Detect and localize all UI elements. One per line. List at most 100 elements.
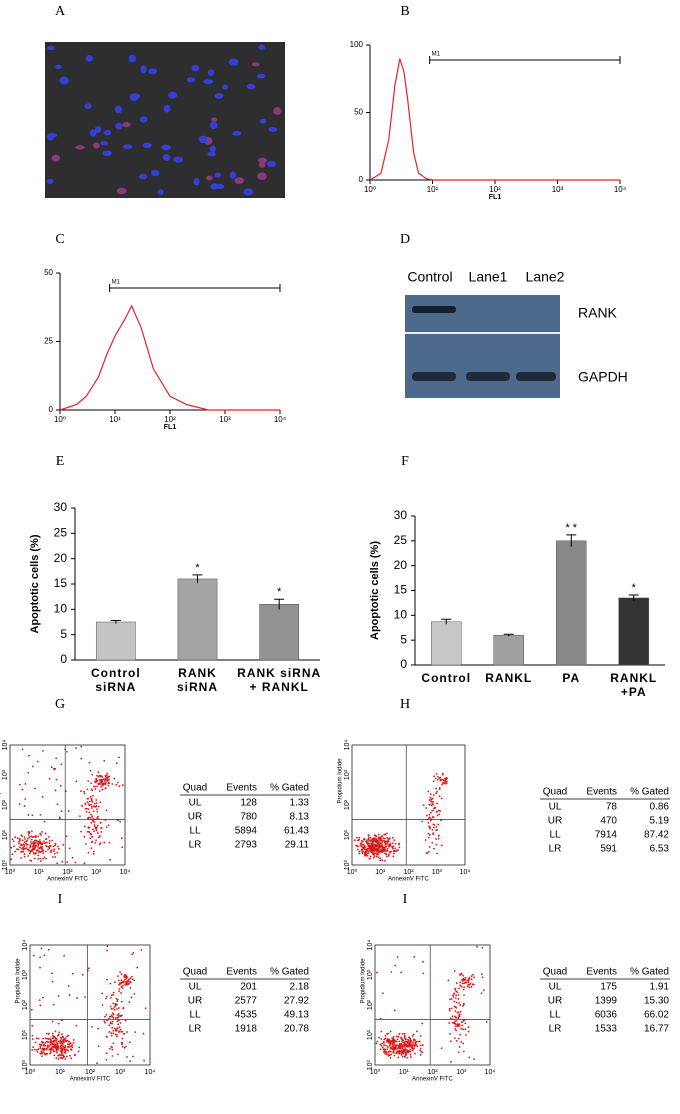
event-dot: [481, 946, 484, 949]
event-dot: [398, 1043, 401, 1045]
event-dot: [110, 1034, 113, 1037]
event-dot: [401, 1032, 404, 1035]
x-tick-label: 10⁰: [347, 868, 358, 876]
event-dot: [118, 990, 120, 992]
event-dot: [386, 840, 388, 843]
y-tick-label: 10¹: [2, 829, 9, 840]
event-dot: [373, 853, 375, 855]
event-dot: [71, 972, 74, 975]
event-dot: [104, 774, 107, 777]
table-cell: 128: [240, 798, 257, 809]
nucleus: [228, 58, 239, 66]
event-dot: [384, 1034, 387, 1037]
micrograph: [45, 42, 285, 198]
table-cell: 1.91: [650, 982, 670, 993]
table-cell: 4535: [235, 1010, 258, 1021]
y-tick-label: 20: [54, 551, 68, 565]
event-dot: [74, 861, 77, 864]
event-dot: [459, 1033, 461, 1036]
event-dot: [43, 954, 46, 957]
event-dot: [378, 850, 381, 853]
event-dot: [380, 839, 383, 842]
event-dot: [52, 1049, 55, 1052]
event-dot: [58, 816, 61, 819]
event-dot: [462, 988, 465, 991]
event-dot: [80, 757, 83, 760]
event-dot: [462, 1019, 465, 1022]
event-dot: [117, 819, 119, 822]
event-dot: [431, 809, 434, 812]
event-dot: [421, 1022, 424, 1025]
table-cell: 61.43: [284, 826, 309, 837]
nucleus: [46, 179, 54, 184]
event-dot: [37, 1037, 40, 1040]
event-dot: [391, 837, 394, 839]
event-dot: [456, 1025, 459, 1027]
event-dot: [88, 831, 91, 834]
event-dot: [395, 1040, 398, 1043]
event-dot: [120, 979, 123, 982]
event-dot: [54, 789, 57, 792]
table-cell: 6036: [595, 1010, 618, 1021]
event-dot: [115, 762, 118, 765]
panel-label: E: [56, 454, 65, 469]
table-header: % Gated: [630, 787, 669, 798]
event-dot: [48, 1045, 51, 1047]
event-dot: [65, 835, 68, 838]
event-dot: [87, 780, 90, 782]
nucleus: [93, 142, 100, 149]
event-dot: [104, 1015, 106, 1018]
event-dot: [103, 1020, 106, 1023]
event-dot: [73, 1053, 76, 1056]
event-dot: [89, 817, 91, 819]
event-dot: [468, 1056, 471, 1059]
nucleus: [234, 177, 245, 185]
event-dot: [99, 835, 101, 837]
y-tick-label: 10⁴: [22, 940, 29, 951]
event-dot: [373, 846, 376, 848]
event-dot: [56, 862, 59, 865]
event-dot: [45, 1052, 48, 1055]
event-dot: [53, 768, 56, 771]
event-dot: [387, 1039, 389, 1042]
error-bar: [441, 618, 452, 625]
event-dot: [68, 994, 71, 996]
nucleus: [222, 84, 229, 90]
event-dot: [381, 835, 384, 838]
event-dot: [96, 817, 98, 819]
nucleus: [163, 104, 171, 113]
event-dot: [95, 826, 98, 829]
event-dot: [62, 1055, 65, 1057]
event-dot: [450, 1060, 452, 1063]
x-tick-label: RANK siRNA + RANKL: [237, 666, 321, 694]
event-dot: [83, 825, 86, 828]
event-dot: [101, 783, 104, 786]
event-dot: [64, 1037, 67, 1040]
event-dot: [358, 836, 361, 839]
event-dot: [392, 1036, 395, 1038]
event-dot: [371, 846, 374, 849]
marker-bracket: [109, 284, 281, 292]
event-dot: [21, 788, 24, 791]
event-dot: [31, 1034, 34, 1037]
event-dot: [32, 954, 35, 957]
event-dot: [45, 857, 48, 860]
nucleus: [207, 69, 215, 76]
event-dot: [385, 1052, 388, 1055]
event-dot: [433, 775, 436, 778]
event-dot: [55, 1049, 58, 1052]
lane-label: Lane2: [526, 269, 565, 285]
event-dot: [382, 837, 385, 840]
event-dot: [53, 848, 56, 851]
event-dot: [99, 842, 102, 844]
event-dot: [378, 845, 380, 848]
event-dot: [362, 850, 365, 853]
event-dot: [54, 856, 57, 858]
event-dot: [116, 1029, 118, 1032]
event-dot: [112, 1016, 115, 1019]
event-dot: [51, 972, 53, 975]
event-dot: [467, 1026, 470, 1028]
event-dot: [459, 1004, 462, 1006]
event-dot: [62, 1045, 64, 1048]
event-dot: [435, 787, 437, 790]
